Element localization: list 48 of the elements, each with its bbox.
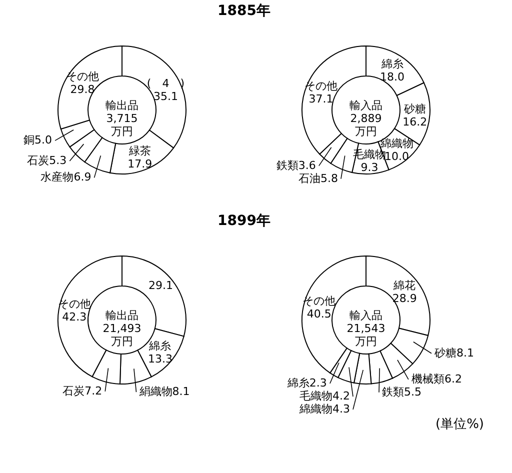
text: 万円 [355,125,377,138]
slice-label: 砂糖 [402,102,426,116]
data-label: 18.0 [380,70,405,84]
text: 万円 [111,125,133,138]
text: 輸出品 [106,309,138,322]
text: 1899年 [218,213,270,229]
slice-label: その他 [66,70,100,83]
data-label: 37.1 [308,92,334,106]
text: 万円 [355,335,377,348]
data-label: 17.9 [128,158,152,171]
text: 輸入品 [350,309,382,322]
slice-label: 石油5.8 [298,172,338,185]
slice-label: 綿糸 [380,58,404,71]
text: 2,889 [350,112,382,125]
data-label: 40.5 [306,308,332,321]
text: (単位%) [436,417,484,432]
data-label: 13.3 [148,352,172,366]
data-label: 10.0 [384,150,410,164]
slice-label: 機械類6.2 [411,372,462,386]
slice-label: 綿織物 [379,137,414,150]
slice-label: 絹織物8.1 [138,385,190,398]
slice-label: 毛織物4.2 [300,390,350,403]
slice-label: 綿織物4.3 [298,402,350,416]
slice-label: 水産物6.9 [40,170,92,184]
slice-label: 砂糖8.1 [433,346,474,360]
slice-label: 鉄類3.6 [276,158,316,172]
slice-label: 綿糸2.3 [286,376,327,390]
data-label: 28.9 [392,292,417,305]
text: 万円 [111,335,133,348]
data-label: 29.8 [70,82,95,96]
slice-label: 綿糸 [148,340,172,353]
slice-label: 石炭5.3 [27,154,67,167]
text: 輸出品 [106,99,138,112]
slice-label: 銅5.0 [24,134,52,147]
data-label: 29.1 [148,279,174,292]
slice-label: 石炭7.2 [62,384,102,398]
data-label: 42.3 [62,310,87,324]
text: 3,715 [106,112,138,125]
slice-label: 緑茶 [128,144,151,158]
text: 21,543 [346,322,386,335]
text: 輸入品 [350,99,382,112]
data-label: 16.2 [402,115,428,128]
data-label: 35.1 [153,90,178,103]
slice-label: 綿花 [392,278,416,292]
text: 1885年 [218,3,270,19]
text: 21,493 [102,322,142,335]
data-label: 9.3 [360,160,378,174]
slice-label: 鉄類5.5 [382,385,422,398]
